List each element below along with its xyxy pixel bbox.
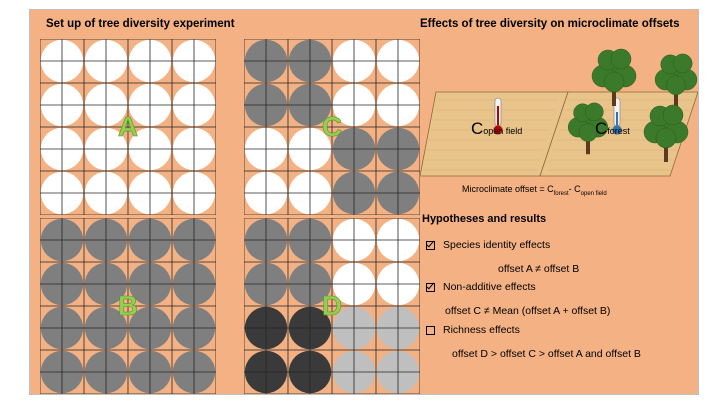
hypothesis-label: Non-additive effects: [443, 281, 536, 293]
panel-d-grid: [244, 218, 420, 394]
panel-d: D: [244, 218, 420, 394]
effects-heading: Effects of tree diversity on microclimat…: [420, 18, 680, 30]
panel-a: A: [40, 39, 216, 215]
forest-label: Cforest: [595, 119, 630, 138]
panel-c-grid: [244, 39, 420, 215]
tree-icon: [567, 102, 609, 155]
tree-icon: [591, 48, 637, 106]
offset-formula: Microclimate offset = Cforest- Copen fie…: [462, 184, 607, 197]
hypothesis-item-richness: Richness effects: [426, 324, 520, 336]
hypothesis-result-richness: offset D > offset C > offset A and offse…: [452, 348, 641, 360]
panel-a-grid: [40, 39, 216, 215]
hypothesis-item-nonadditive: Non-additive effects: [426, 281, 536, 293]
hypothesis-label: Species identity effects: [443, 239, 551, 251]
setup-heading: Set up of tree diversity experiment: [46, 18, 235, 30]
checkbox-icon: [426, 282, 435, 292]
tree-icon: [654, 53, 698, 109]
panel-b-grid: [40, 218, 216, 394]
hypotheses-title: Hypotheses and results: [422, 213, 547, 225]
hypothesis-result-species: offset A ≠ offset B: [498, 263, 580, 275]
hypothesis-result-nonadditive: offset C ≠ Mean (offset A + offset B): [445, 305, 611, 317]
forest-trees-icon: [567, 48, 698, 162]
checkbox-icon: [426, 325, 435, 335]
panel-b: B: [40, 218, 216, 394]
panel-c: C: [244, 39, 420, 215]
open-field-label: Copen field: [471, 119, 523, 138]
hypothesis-label: Richness effects: [443, 324, 520, 336]
checkbox-icon: [426, 240, 435, 250]
thermometer-red-icon: [493, 97, 503, 135]
slide: Set up of tree diversity experiment Effe…: [29, 9, 699, 395]
microclimate-illustration: [419, 48, 698, 177]
tree-icon: [643, 104, 689, 162]
hypothesis-item-species: Species identity effects: [426, 239, 550, 251]
